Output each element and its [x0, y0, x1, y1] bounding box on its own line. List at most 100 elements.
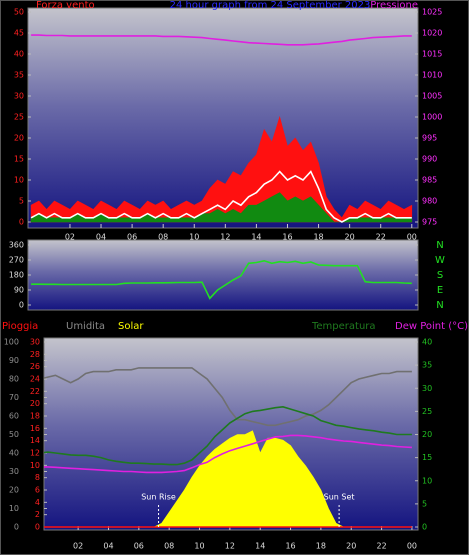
y2-tick-label: W [435, 255, 445, 266]
y2-tick-label: 995 [422, 134, 437, 143]
y2-tick-label: 25 [422, 407, 432, 416]
y2-tick-label: S [437, 270, 443, 281]
y-tick-label: 360 [9, 241, 24, 250]
y-tick-label: 5 [19, 197, 24, 206]
legend-label: Pressione [370, 0, 418, 11]
legend-label: Umidita [66, 321, 105, 332]
plot-area [27, 239, 419, 311]
x-tick-label: 16 [282, 233, 292, 242]
y2-tick-label: N [436, 300, 443, 311]
x-tick-label: 10 [189, 233, 199, 242]
y-tick-label: 180 [9, 271, 24, 280]
y2-tick-label: 1010 [422, 71, 442, 80]
y-tick-label: 50 [9, 430, 19, 439]
line [44, 434, 412, 474]
legend-label: Dew Point (°C) [395, 321, 468, 332]
x-tick-label: 08 [158, 233, 168, 242]
y-tick-label: 90 [14, 286, 24, 295]
x-tick-label: 12 [220, 233, 230, 242]
x-tick-label: 08 [164, 542, 174, 551]
line [44, 405, 412, 466]
y2-tick-label: 5 [422, 499, 427, 508]
y-tick-label: 50 [14, 8, 24, 17]
x-tick-label: 20 [346, 542, 356, 551]
y3-tick-label: 10 [30, 461, 40, 470]
annotation: Sun Set [324, 493, 355, 502]
y2-tick-label: 1015 [422, 50, 442, 59]
y-tick-label: 30 [14, 92, 24, 101]
y-tick-label: 40 [9, 449, 19, 458]
y3-tick-label: 16 [30, 424, 40, 433]
y3-tick-label: 28 [30, 350, 40, 359]
y3-tick-label: 4 [35, 498, 40, 507]
y-tick-label: 40 [14, 50, 24, 59]
x-tick-label: 20 [345, 233, 355, 242]
legend-label: Solar [118, 321, 144, 332]
line [31, 34, 412, 46]
line [30, 170, 412, 223]
x-tick-label: 02 [73, 542, 83, 551]
x-tick-label: 00 [407, 233, 417, 242]
y-tick-label: 80 [9, 375, 19, 384]
x-tick-label: 02 [65, 233, 75, 242]
series-group [44, 367, 412, 528]
y3-tick-label: 22 [30, 387, 40, 396]
y3-tick-label: 24 [30, 375, 40, 384]
y3-tick-label: 18 [30, 412, 40, 421]
y2-tick-label: 1025 [422, 8, 442, 17]
x-tick-label: 00 [407, 542, 417, 551]
y3-tick-label: 20 [30, 399, 40, 408]
y2-tick-label: 980 [422, 197, 437, 206]
y2-tick-label: 35 [422, 361, 432, 370]
y-tick-label: 90 [9, 356, 19, 365]
x-tick-label: 12 [225, 542, 235, 551]
y2-tick-label: 990 [422, 155, 437, 164]
x-tick-label: 22 [376, 233, 386, 242]
chart-title: 24 hour graph from 24 September 2023 [170, 0, 371, 11]
x-tick-label: 18 [313, 233, 323, 242]
y2-tick-label: N [436, 240, 443, 251]
series-group [30, 34, 413, 223]
y2-tick-label: 985 [422, 176, 437, 185]
area [30, 115, 413, 223]
annotation: Sun Rise [141, 493, 176, 502]
y3-tick-label: 0 [35, 523, 40, 532]
line [31, 259, 412, 300]
y-tick-label: 30 [9, 467, 19, 476]
y3-tick-label: 8 [35, 473, 40, 482]
y-tick-label: 0 [19, 301, 24, 310]
x-tick-label: 18 [316, 542, 326, 551]
y2-tick-label: 40 [422, 338, 432, 347]
y2-tick-label: E [437, 285, 443, 296]
x-tick-label: 04 [103, 542, 113, 551]
y-tick-label: 35 [14, 71, 24, 80]
y-tick-label: 100 [4, 338, 19, 347]
x-tick-label: 22 [376, 542, 386, 551]
y2-tick-label: 1000 [422, 113, 442, 122]
y2-tick-label: 20 [422, 430, 432, 439]
y-tick-label: 15 [14, 155, 24, 164]
y2-tick-label: 0 [422, 523, 427, 532]
x-tick-label: 14 [255, 542, 265, 551]
y-tick-label: 60 [9, 412, 19, 421]
x-tick-label: 14 [251, 233, 261, 242]
y3-tick-label: 6 [35, 486, 40, 495]
y-tick-label: 25 [14, 113, 24, 122]
x-tick-label: 06 [134, 542, 144, 551]
series-group [31, 259, 412, 300]
legend-label: Temperatura [311, 321, 376, 332]
y-axis-label: Forza vento [36, 0, 95, 11]
x-tick-label: 04 [96, 233, 106, 242]
line [44, 367, 412, 427]
y-tick-label: 45 [14, 29, 24, 38]
y-tick-label: 10 [14, 176, 24, 185]
y2-tick-label: 1005 [422, 92, 442, 101]
y-tick-label: 20 [14, 134, 24, 143]
y3-tick-label: 12 [30, 449, 40, 458]
x-tick-label: 06 [127, 233, 137, 242]
y3-tick-label: 2 [35, 510, 40, 519]
y-tick-label: 0 [14, 523, 19, 532]
legend-label: Pioggia [2, 321, 38, 332]
